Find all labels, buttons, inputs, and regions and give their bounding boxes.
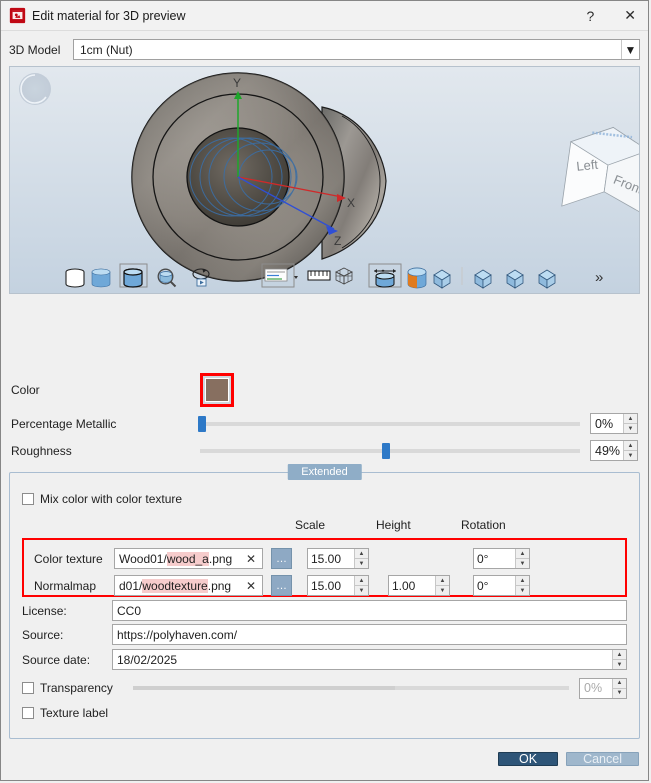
svg-text:»: » <box>595 269 603 286</box>
svg-text:Y: Y <box>233 76 241 90</box>
svg-text:Left: Left <box>576 157 600 174</box>
svg-text:Z: Z <box>334 234 341 248</box>
svg-text:X: X <box>347 196 355 210</box>
